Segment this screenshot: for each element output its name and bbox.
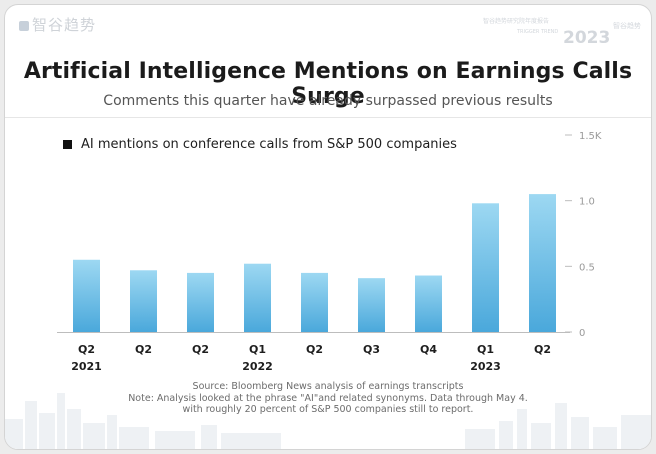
y-tick-label: 1.5K: [579, 131, 602, 142]
corner-logo-line1: 智谷趋势研究院年度报告: [483, 17, 549, 25]
x-tick-label: Q2: [306, 343, 323, 356]
bar: [187, 272, 214, 332]
corner-logo: 智谷趋势研究院年度报告 TRIGGER TREND 2023 智谷趋势: [483, 17, 641, 44]
card: 智谷趋势 智谷趋势研究院年度报告 TRIGGER TREND 2023 智谷趋势…: [4, 4, 652, 450]
corner-logo-year: 2023: [563, 28, 610, 44]
bar: [415, 275, 442, 332]
note-line-2: with roughly 20 percent of S&P 500 compa…: [182, 404, 474, 415]
bar: [244, 263, 271, 332]
x-tick-label: Q1: [249, 343, 266, 356]
bar: [130, 270, 157, 332]
x-tick-label: Q1: [477, 343, 494, 356]
note-line-1: Note: Analysis looked at the phrase "AI"…: [128, 392, 528, 404]
x-tick-label: Q3: [363, 343, 380, 356]
x-tick-year-label: 2022: [242, 360, 273, 373]
x-tick-label: Q2: [135, 343, 152, 356]
corner-logo-line2: TRIGGER TREND: [516, 29, 558, 35]
x-tick-label: Q2: [192, 343, 209, 356]
brand-mark-icon: [19, 21, 29, 31]
y-tick-label: 0: [579, 328, 585, 339]
bar: [472, 203, 499, 332]
bar-chart: 0 0.5 1.0 1.5K Q2 2021 Q2 Q2 Q1 2022 Q2 Q3 Q4 Q1 2023 Q…: [57, 131, 602, 373]
x-tick-label: Q2: [534, 343, 551, 356]
bar: [529, 194, 556, 332]
y-tick-label: 1.0: [579, 197, 595, 208]
corner-logo-badge: 智谷趋势: [613, 21, 641, 30]
legend: AI mentions on conference calls from S&P…: [63, 137, 457, 152]
x-tick-year-label: 2023: [470, 360, 501, 373]
brand-name: 智谷趋势: [32, 16, 97, 34]
divider: [5, 117, 651, 118]
bar: [358, 278, 385, 332]
x-tick-year-label: 2021: [71, 360, 102, 373]
y-tick-label: 0.5: [579, 262, 595, 273]
chart-title: Artificial Intelligence Mentions on Earn…: [23, 59, 633, 109]
bar: [73, 259, 100, 332]
city-skyline-watermark: [5, 393, 651, 449]
source-line: Source: Bloomberg News analysis of earni…: [192, 381, 464, 392]
legend-label: AI mentions on conference calls from S&P…: [81, 137, 457, 152]
x-tick-label: Q4: [420, 343, 437, 356]
legend-swatch: [63, 140, 72, 149]
source-notes: Source: Bloomberg News analysis of earni…: [5, 381, 651, 416]
bar: [301, 272, 328, 332]
brand-logo: 智谷趋势: [19, 14, 96, 35]
x-tick-label: Q2: [78, 343, 95, 356]
chart-subtitle: Comments this quarter have already surpa…: [103, 93, 553, 109]
